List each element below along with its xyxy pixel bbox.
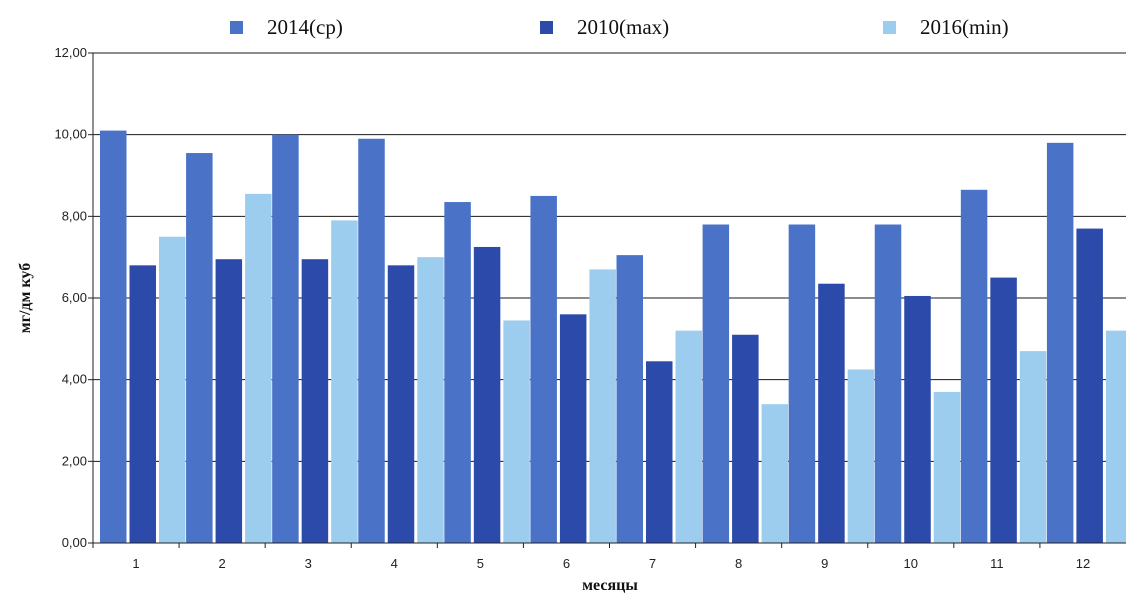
bar xyxy=(788,224,816,543)
y-tick-label: 0,00 xyxy=(62,535,87,550)
bar xyxy=(530,195,557,543)
y-tick-label: 8,00 xyxy=(62,208,87,223)
bar xyxy=(503,320,530,543)
bar xyxy=(272,134,299,543)
x-tick-label: 8 xyxy=(735,556,742,571)
legend: 2014(ср) 2010(max) 2016(min) xyxy=(230,15,1009,39)
bar xyxy=(646,361,673,543)
bar xyxy=(245,193,272,543)
y-tick-label: 6,00 xyxy=(62,290,87,305)
bar xyxy=(589,269,616,543)
bar xyxy=(933,391,961,543)
bar xyxy=(129,265,156,543)
legend-label: 2010(max) xyxy=(577,15,669,39)
bar xyxy=(818,283,845,543)
x-tick-label: 12 xyxy=(1076,556,1090,571)
bar xyxy=(702,224,730,543)
x-tick-label: 2 xyxy=(219,556,226,571)
bar xyxy=(904,295,931,543)
bar xyxy=(761,404,789,543)
legend-label: 2016(min) xyxy=(920,15,1009,39)
y-tick-label: 12,00 xyxy=(54,45,87,60)
legend-swatch xyxy=(883,21,896,34)
bar xyxy=(387,265,415,543)
bar xyxy=(1105,330,1126,543)
bar xyxy=(847,369,875,543)
bar xyxy=(1046,142,1074,544)
bar xyxy=(186,153,213,543)
y-axis-ticks: 0,00 2,00 4,00 6,00 8,00 10,00 12,00 xyxy=(54,45,93,550)
bar xyxy=(301,259,329,543)
bar xyxy=(960,189,988,543)
bar xyxy=(358,138,385,543)
x-tick-label: 10 xyxy=(904,556,918,571)
x-tick-label: 5 xyxy=(477,556,484,571)
legend-swatch xyxy=(230,21,243,34)
bar xyxy=(559,314,587,543)
bar xyxy=(1019,351,1047,543)
x-tick-label: 6 xyxy=(563,556,570,571)
bars xyxy=(100,130,1126,544)
x-tick-label: 9 xyxy=(821,556,828,571)
bar xyxy=(732,334,759,543)
bar xyxy=(331,220,358,543)
x-tick-label: 1 xyxy=(132,556,139,571)
x-axis-ticks: 1 2 3 4 5 6 7 8 9 10 11 12 xyxy=(92,543,1090,571)
x-tick-label: 3 xyxy=(305,556,312,571)
bar xyxy=(417,257,444,543)
bar xyxy=(616,255,643,543)
legend-swatch xyxy=(540,21,553,34)
bar xyxy=(473,246,501,544)
bar xyxy=(444,202,471,543)
bar xyxy=(100,130,127,544)
x-tick-label: 11 xyxy=(990,556,1004,571)
bar xyxy=(874,224,902,543)
bar xyxy=(215,259,243,543)
bar xyxy=(1076,228,1103,544)
legend-label: 2014(ср) xyxy=(267,15,343,39)
x-axis-title: месяцы xyxy=(582,577,638,594)
bar xyxy=(159,236,186,543)
y-tick-label: 4,00 xyxy=(62,372,87,387)
bar xyxy=(990,277,1017,543)
y-axis-title: мг/дм куб xyxy=(17,263,34,333)
y-tick-label: 10,00 xyxy=(54,127,87,142)
y-tick-label: 2,00 xyxy=(62,453,87,468)
bar xyxy=(675,330,702,543)
x-tick-label: 7 xyxy=(649,556,656,571)
x-tick-label: 4 xyxy=(391,556,398,571)
